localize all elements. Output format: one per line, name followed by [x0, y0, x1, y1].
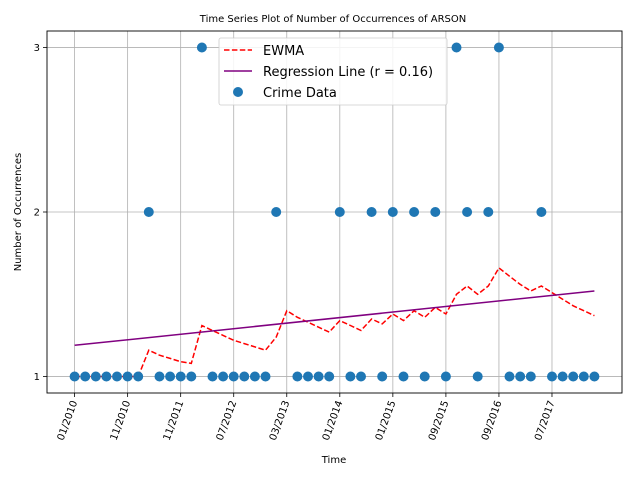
- crime-data-point-1: [80, 371, 91, 382]
- crime-data-point-19: [271, 207, 282, 217]
- crime-data-point-11: [186, 371, 197, 382]
- crime-data-point-31: [409, 207, 420, 217]
- crime-data-point-34: [440, 371, 451, 382]
- crime-data-point-41: [515, 371, 526, 382]
- crime-data-point-45: [557, 371, 568, 382]
- legend: EWMA Regression Line (r = 0.16) Crime Da…: [218, 37, 448, 106]
- crime-data-point-42: [525, 371, 536, 382]
- crime-data-point-40: [504, 371, 515, 382]
- crime-data-point-44: [547, 371, 557, 382]
- y-tick-label-0: 1: [34, 372, 40, 383]
- crime-data-point-33: [430, 207, 441, 217]
- crime-data-point-12: [196, 42, 207, 53]
- crime-data-point-9: [165, 371, 176, 382]
- crime-data-point-0: [69, 371, 80, 382]
- crime-data-point-21: [303, 371, 313, 382]
- legend-crime-label: Crime Data: [263, 86, 337, 101]
- crime-data-point-36: [462, 207, 473, 217]
- crime-data-point-2: [90, 371, 101, 382]
- crime-data-point-48: [589, 371, 600, 382]
- crime-data-point-28: [377, 371, 388, 382]
- legend-regression-label: Regression Line (r = 0.16): [263, 65, 433, 80]
- crime-data-point-22: [313, 371, 324, 382]
- crime-data-point-3: [101, 371, 112, 382]
- crime-data-point-20: [292, 371, 303, 382]
- crime-data-point-39: [493, 42, 504, 53]
- crime-data-point-29: [387, 207, 398, 217]
- crime-data-point-23: [324, 371, 335, 382]
- crime-data-point-8: [154, 371, 165, 382]
- y-tick-label-2: 3: [34, 43, 40, 54]
- crime-data-point-17: [249, 371, 260, 382]
- crime-data-point-6: [133, 371, 144, 382]
- regression-line: [74, 290, 595, 347]
- data-layer: [69, 42, 600, 382]
- crime-data-point-37: [472, 371, 483, 382]
- legend-box: [218, 37, 448, 106]
- crime-data-point-5: [122, 371, 133, 382]
- chart-title: Time Series Plot of Number of Occurrence…: [199, 14, 466, 25]
- crime-data-point-27: [366, 207, 377, 217]
- crime-data-point-14: [218, 371, 229, 382]
- crime-data-point-35: [451, 42, 462, 53]
- crime-data-point-46: [568, 371, 579, 382]
- crime-data-point-26: [356, 371, 366, 382]
- crime-data-point-7: [143, 207, 154, 217]
- crime-data-point-24: [334, 207, 345, 217]
- crime-data-point-18: [260, 371, 271, 382]
- crime-data-point-16: [239, 371, 250, 382]
- crime-data-point-25: [345, 371, 356, 382]
- crime-data-point-38: [483, 207, 494, 217]
- crime-data-point-4: [112, 371, 122, 382]
- ewma-line: [74, 266, 595, 378]
- crime-data-point-15: [228, 371, 239, 382]
- legend-ewma-label: EWMA: [263, 44, 304, 59]
- legend-crime-swatch: [233, 87, 243, 97]
- crime-data-point-10: [175, 371, 186, 382]
- crime-data-point-32: [419, 371, 430, 382]
- x-axis-label: Time: [321, 455, 346, 466]
- crime-data-point-13: [207, 371, 218, 382]
- crime-data-point-47: [578, 371, 589, 382]
- y-axis-label: Number of Occurrences: [13, 153, 24, 272]
- y-tick-label-1: 2: [34, 208, 40, 219]
- crime-data-point-43: [536, 207, 547, 217]
- crime-data-point-30: [398, 371, 409, 382]
